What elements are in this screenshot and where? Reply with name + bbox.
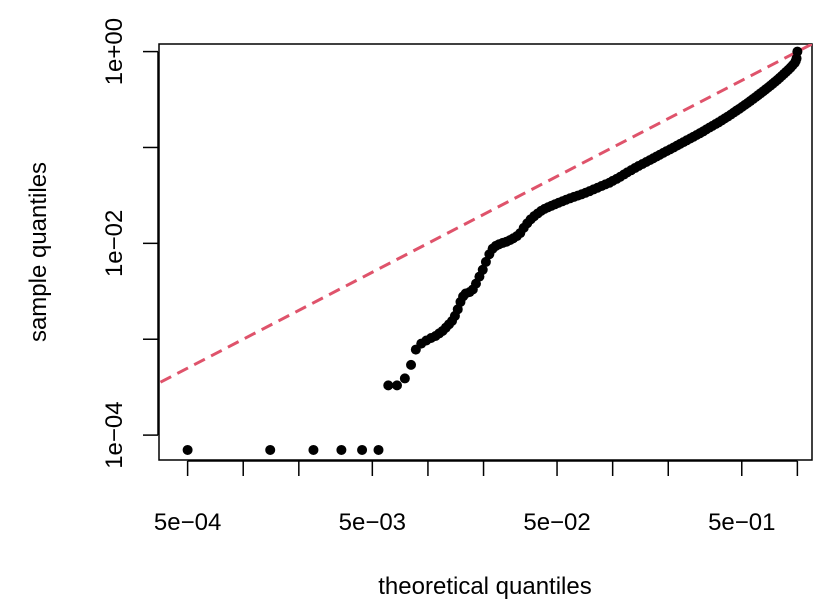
data-point (792, 46, 803, 57)
data-point (383, 380, 394, 391)
y-axis: 1e−04 1e−02 1e+00 (101, 18, 159, 469)
x-tick-label: 5e−01 (708, 509, 775, 536)
data-point (357, 444, 368, 455)
data-point (391, 380, 402, 391)
x-tick-label: 5e−02 (523, 509, 590, 536)
y-tick-label: 1e+00 (101, 18, 128, 85)
x-tick-label: 5e−04 (154, 509, 221, 536)
data-point (182, 444, 193, 455)
plot-frame (158, 43, 813, 461)
points-layer (182, 46, 803, 455)
data-point (265, 444, 276, 455)
y-tick-label: 1e−02 (101, 210, 128, 277)
x-axis: 5e−04 5e−03 5e−02 5e−01 (154, 460, 799, 536)
y-axis-label: sample quantiles (25, 162, 52, 342)
x-tick-label: 5e−03 (339, 509, 406, 536)
x-axis-label: theoretical quantiles (378, 573, 591, 600)
data-point (406, 359, 417, 370)
data-point (480, 256, 491, 267)
data-point (477, 264, 488, 275)
data-point (373, 444, 384, 455)
data-point (308, 444, 319, 455)
data-point (399, 373, 410, 384)
data-point (336, 444, 347, 455)
y-tick-label: 1e−04 (101, 401, 128, 468)
